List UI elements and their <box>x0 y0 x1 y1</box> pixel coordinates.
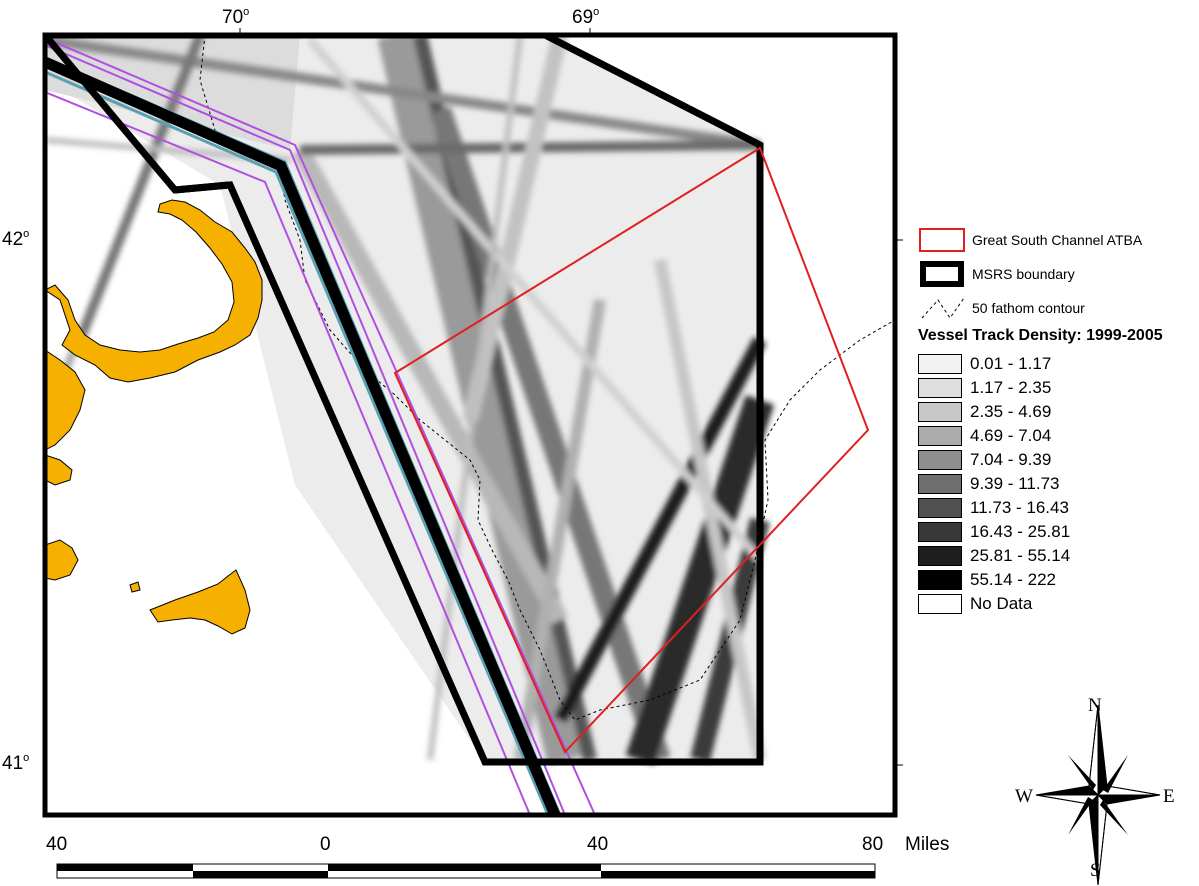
compass-outline <box>1035 704 1161 886</box>
legend-class-label: 25.81 - 55.14 <box>970 546 1071 565</box>
legend-class-label: No Data <box>970 594 1033 613</box>
compass-point-nw <box>1068 755 1096 790</box>
track-band <box>45 35 761 150</box>
lon-label-70: 70o <box>222 6 250 28</box>
scale-segment <box>601 871 875 878</box>
legend-class-row: 4.69 - 7.04 <box>918 425 1051 447</box>
track-band <box>306 37 764 563</box>
legend-class-row: No Data <box>918 593 1032 615</box>
legend-class-label: 4.69 - 7.04 <box>970 426 1052 445</box>
legend-class-label: 2.35 - 4.69 <box>970 402 1052 421</box>
legend-class-label: 9.39 - 11.73 <box>970 474 1060 493</box>
legend-class-row: 0.01 - 1.17 <box>918 353 1051 375</box>
scale-unit-label: Miles <box>905 834 950 855</box>
scale-segment <box>328 864 601 871</box>
legend-class-swatch <box>918 402 962 422</box>
scale-tick-label: 40 <box>46 834 68 855</box>
track-band <box>553 336 767 724</box>
legend-class-row: 55.14 - 222 <box>918 569 1056 591</box>
track-band <box>292 145 568 625</box>
compass-label-s: S <box>1090 860 1101 881</box>
lon-label-69: 69o <box>572 6 600 28</box>
legend-msrs-swatch <box>920 261 964 287</box>
legend-contour-label: 50 fathom contour <box>972 300 1085 316</box>
legend-class-row: 2.35 - 4.69 <box>918 401 1051 423</box>
land-areas <box>45 199 263 635</box>
lane-outer-line <box>45 44 566 815</box>
legend-class-swatch <box>918 474 962 494</box>
track-band <box>462 35 568 422</box>
lat-label-42: 42o <box>2 228 30 250</box>
map-content <box>45 35 895 815</box>
compass-point-se <box>1100 800 1128 835</box>
legend-class-swatch <box>918 546 962 566</box>
lat-label-41: 41o <box>2 752 30 774</box>
fathom-contour <box>199 35 895 721</box>
legend-class-label: 16.43 - 25.81 <box>970 522 1071 541</box>
legend-class-swatch <box>918 522 962 542</box>
nantucket <box>149 569 251 635</box>
compass-point-sw <box>1068 797 1093 835</box>
track-band <box>75 35 205 342</box>
legend-class-row: 1.17 - 2.35 <box>918 377 1051 399</box>
legend-contour-swatch <box>921 297 965 319</box>
legend-class-row: 25.81 - 55.14 <box>918 545 1070 567</box>
legend-class-swatch <box>918 498 962 518</box>
legend-class-row: 7.04 - 9.39 <box>918 449 1051 471</box>
msrs-boundary-notch <box>174 181 229 194</box>
legend-atba-label: Great South Channel ATBA <box>972 232 1143 248</box>
scale-tick-label: 0 <box>320 834 331 855</box>
legend-class-label: 7.04 - 9.39 <box>970 450 1052 469</box>
legend-class-label: 1.17 - 2.35 <box>970 378 1052 397</box>
lane-inner-line <box>45 70 550 815</box>
legend-class-label: 11.73 - 16.43 <box>970 498 1069 517</box>
track-band <box>654 258 766 762</box>
legend-class-row: 11.73 - 16.43 <box>918 497 1069 519</box>
scale-tick-label: 80 <box>862 834 884 855</box>
atba-boundary <box>393 146 870 754</box>
compass-label-n: N <box>1088 695 1102 716</box>
legend-msrs-label: MSRS boundary <box>972 266 1075 282</box>
legend-class-swatch <box>918 378 962 398</box>
legend-class-swatch <box>918 450 962 470</box>
scale-bar <box>56 863 876 879</box>
legend-atba-swatch <box>919 228 965 252</box>
compass-rose <box>1035 704 1161 886</box>
compass-label-w: W <box>1015 786 1033 807</box>
legend-class-label: 0.01 - 1.17 <box>970 354 1052 373</box>
scale-tick-label: 40 <box>587 834 609 855</box>
track-band <box>427 35 523 761</box>
lane-outer-line <box>45 37 596 815</box>
lane-separation-zone <box>45 56 561 815</box>
cape-cod <box>45 199 263 486</box>
legend-class-row: 9.39 - 11.73 <box>918 473 1059 495</box>
legend-density-title: Vessel Track Density: 1999-2005 <box>918 327 1163 344</box>
legend-class-swatch <box>918 570 962 590</box>
legend-class-swatch <box>918 426 962 446</box>
density-area <box>45 35 760 762</box>
legend-class-swatch <box>918 354 962 374</box>
map-frame <box>42 32 898 818</box>
track-band <box>429 106 671 764</box>
compass-point-ne <box>1103 755 1128 793</box>
scale-segment <box>57 864 193 871</box>
legend-class-row: 16.43 - 25.81 <box>918 521 1070 543</box>
legend-class-swatch <box>918 594 962 614</box>
legend-class-label: 55.14 - 222 <box>970 570 1057 589</box>
track-band <box>625 395 775 765</box>
islet <box>45 539 79 581</box>
islet <box>129 581 141 593</box>
compass-label-e: E <box>1163 786 1175 807</box>
scale-segment <box>193 871 328 878</box>
